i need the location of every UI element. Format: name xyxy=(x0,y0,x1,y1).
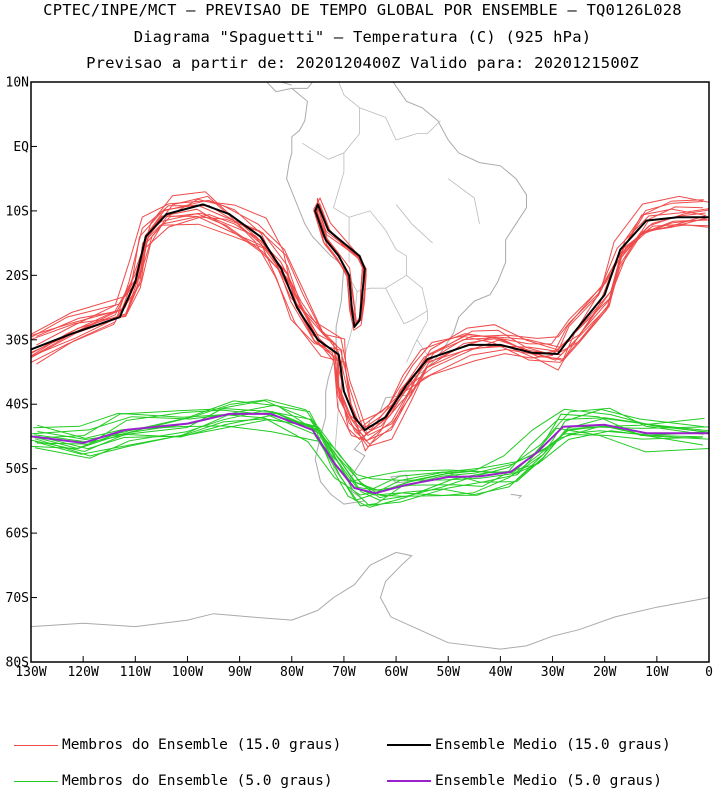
warm-member-inland-line xyxy=(316,205,367,331)
warm-member-line xyxy=(31,206,704,441)
central-america-coastline xyxy=(266,82,292,93)
y-tick-label: 10S xyxy=(6,204,29,219)
legend-warm-mean: Ensemble Medio (15.0 graus) xyxy=(387,735,671,755)
y-tick-label: 50S xyxy=(6,462,29,477)
x-tick-label: 60W xyxy=(384,665,408,680)
ensemble-mean-layer xyxy=(31,203,709,495)
cold-mean-line xyxy=(31,412,709,495)
title-line-2: Diagrama "Spaguetti" — Temperatura (C) (… xyxy=(133,28,592,46)
x-tick-label: 80W xyxy=(280,665,304,680)
y-tick-label: 60S xyxy=(6,527,29,542)
x-tick-label: 20W xyxy=(593,665,617,680)
country-border xyxy=(385,274,428,325)
y-tick-label: 80S xyxy=(6,656,29,671)
x-tick-label: 120W xyxy=(67,665,98,680)
cold-member-line xyxy=(31,400,709,508)
cold-member-line xyxy=(34,409,703,501)
country-border xyxy=(333,152,350,263)
y-tick-label: 10N xyxy=(6,76,29,91)
y-tick-label: EQ xyxy=(13,140,29,155)
antarctica-coastline xyxy=(31,551,709,662)
warm-member-line xyxy=(36,205,709,435)
y-tick-label: 30S xyxy=(6,333,29,348)
warm-member-line xyxy=(36,199,709,428)
cold-member-line xyxy=(37,408,705,481)
legend-swatch-cold-members xyxy=(14,780,58,782)
plot-frame xyxy=(30,81,710,663)
country-border xyxy=(359,107,441,141)
x-tick-label: 30W xyxy=(541,665,565,680)
y-tick-label: 40S xyxy=(6,398,29,413)
cold-member-line xyxy=(34,411,709,506)
title-line-3: Previsao a partir de: 2020120400Z Valido… xyxy=(86,54,639,72)
country-border xyxy=(301,82,360,160)
x-tick-label: 40W xyxy=(489,665,513,680)
south-georgia-island xyxy=(510,493,523,499)
country-border xyxy=(406,339,418,363)
x-tick-label: 70W xyxy=(332,665,356,680)
country-border xyxy=(395,204,433,244)
x-tick-label: 130W xyxy=(15,665,46,680)
legend-swatch-warm-mean xyxy=(387,744,431,746)
country-border xyxy=(447,178,480,224)
warm-mean-line xyxy=(31,203,709,431)
legend-label-cold-mean: Ensemble Medio (5.0 graus) xyxy=(435,773,662,789)
x-tick-label: 100W xyxy=(172,665,203,680)
x-tick-label: 10W xyxy=(645,665,669,680)
legend-cold-mean: Ensemble Medio (5.0 graus) xyxy=(387,771,662,791)
cold-member-line xyxy=(36,408,706,501)
cold-member-line xyxy=(34,400,704,497)
legend-swatch-warm-members xyxy=(14,744,58,746)
legend-cold-members: Membros do Ensemble (5.0 graus) xyxy=(14,771,333,791)
warm-member-line xyxy=(31,199,704,437)
axis-ticks: 130W 120W 110W 100W 90W 80W 70W 60W 50W 40W 30W 20W… xyxy=(6,76,713,681)
legend-label-warm-mean: Ensemble Medio (15.0 graus) xyxy=(435,737,671,753)
x-tick-label: 50W xyxy=(436,665,460,680)
legend-label-warm-members: Membros do Ensemble (15.0 graus) xyxy=(62,737,342,753)
title-line-1: CPTEC/INPE/MCT — PREVISAO DE TEMPO GLOBA… xyxy=(43,1,682,19)
warm-mean-line xyxy=(314,203,366,328)
cold-member-line xyxy=(37,417,703,496)
cold-member-line xyxy=(33,412,709,482)
cold-member-line xyxy=(37,417,705,491)
x-tick-label: 90W xyxy=(228,665,252,680)
legend-swatch-cold-mean xyxy=(387,780,431,782)
cold-member-line xyxy=(36,409,703,507)
land-layer xyxy=(31,82,709,662)
x-tick-label: 110W xyxy=(120,665,151,680)
y-tick-label: 20S xyxy=(6,269,29,284)
x-tick-label: 0 xyxy=(705,665,713,680)
legend-label-cold-members: Membros do Ensemble (5.0 graus) xyxy=(62,773,333,789)
legend-warm-members: Membros do Ensemble (15.0 graus) xyxy=(14,735,341,755)
y-tick-label: 70S xyxy=(6,591,29,606)
warm-member-line xyxy=(31,208,706,442)
